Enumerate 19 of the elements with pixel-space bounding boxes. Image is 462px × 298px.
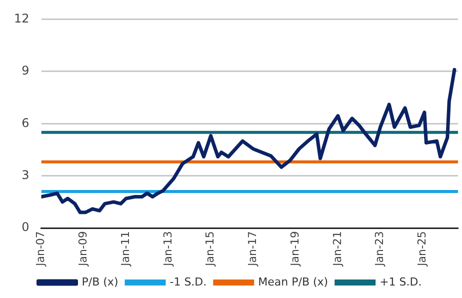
x-tick-label: Jan-21 [330,231,344,268]
x-tick-label: Jan-09 [76,231,90,268]
x-tick-label: Jan-15 [204,231,217,268]
x-tick-label: Jan-19 [288,231,302,268]
x-tick-label: Jan-25 [416,231,429,268]
x-tick-label: Jan-13 [161,231,174,268]
x-tick-label: Jan-07 [34,231,48,268]
y-tick-label: 9 [22,64,30,78]
x-tick-label: Jan-23 [373,231,386,268]
y-tick-label: 6 [22,116,30,130]
legend-label: Mean P/B (x) [258,275,328,288]
y-tick-label: 3 [22,168,30,182]
y-tick-label: 12 [14,11,30,26]
x-tick-label: Jan-11 [118,231,132,268]
x-tick-label: Jan-17 [246,231,260,268]
legend-label: -1 S.D. [170,275,207,288]
legend-label: P/B (x) [82,275,118,288]
legend-label: +1 S.D. [380,275,422,288]
y-tick-label: 0 [22,220,30,234]
